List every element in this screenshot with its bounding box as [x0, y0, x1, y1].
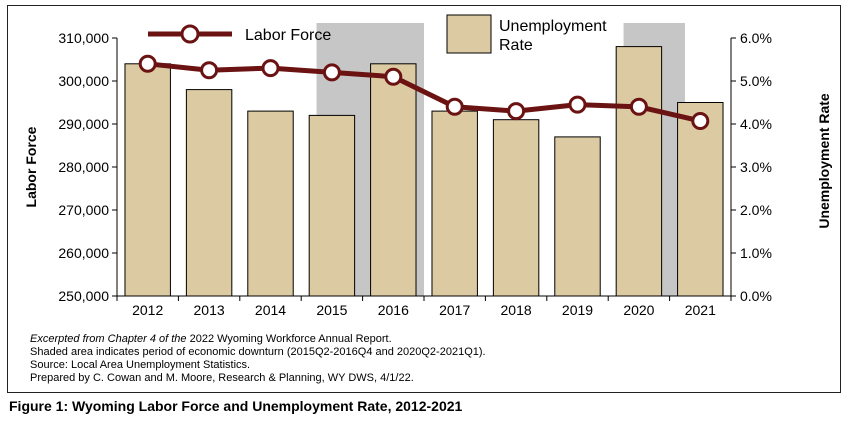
labor-force-point-2015 — [322, 63, 341, 82]
right-axis-label: Unemployment Rate — [816, 93, 832, 229]
x-tick-label-2018: 2018 — [501, 302, 532, 318]
note-excerpt-rest: 2022 Wyoming Workforce Annual Report. — [186, 333, 392, 345]
bar-2017 — [431, 110, 478, 297]
labor-force-point-2013 — [200, 61, 219, 80]
bar-2016 — [370, 63, 417, 297]
right-tick-label: 2.0% — [740, 202, 772, 218]
legend-line-marker — [180, 24, 200, 44]
labor-force-point-2021 — [691, 111, 710, 130]
note-excerpt-italic: Excerpted from Chapter 4 of the — [30, 333, 187, 345]
right-tick-label: 6.0% — [740, 30, 772, 46]
labor-force-line — [147, 61, 701, 124]
right-tick-label: 3.0% — [740, 159, 772, 175]
labor-force-point-2020 — [629, 97, 648, 116]
legend-bar-label-line2: Rate — [499, 37, 533, 54]
bar-2014 — [247, 110, 294, 297]
note-shaded: Shaded area indicates period of economic… — [30, 346, 486, 358]
bar-2013 — [185, 89, 233, 297]
x-tick-label-2013: 2013 — [194, 302, 225, 318]
left-tick-label: 270,000 — [58, 202, 109, 218]
left-axis-label: Labor Force — [23, 126, 39, 207]
left-tick-label: 310,000 — [58, 30, 109, 46]
right-tick-label: 1.0% — [740, 245, 772, 261]
figure-caption: Figure 1: Wyoming Labor Force and Unempl… — [9, 398, 463, 414]
right-tick-label: 4.0% — [740, 116, 772, 132]
left-tick-label: 260,000 — [58, 245, 109, 261]
right-tick-label: 0.0% — [740, 288, 772, 304]
left-tick-label: 290,000 — [58, 116, 109, 132]
labor-force-point-2018 — [507, 102, 526, 121]
x-tick-label-2019: 2019 — [562, 302, 593, 318]
legend-bar-swatch — [446, 14, 492, 54]
left-tick-label: 280,000 — [58, 159, 109, 175]
chart-notes: Excerpted from Chapter 4 of the 2022 Wyo… — [30, 333, 486, 385]
bar-2021 — [677, 102, 724, 297]
x-tick-label-2015: 2015 — [316, 302, 347, 318]
labor-force-point-2019 — [568, 95, 587, 114]
bar-2019 — [554, 136, 601, 297]
x-tick-label-2017: 2017 — [439, 302, 470, 318]
labor-force-point-2017 — [445, 97, 464, 116]
legend-bar-label-line1: Unemployment — [499, 18, 607, 35]
labor-force-point-2014 — [261, 59, 280, 78]
note-excerpt: Excerpted from Chapter 4 of the 2022 Wyo… — [30, 333, 486, 346]
x-tick-label-2014: 2014 — [255, 302, 286, 318]
bar-2012 — [124, 63, 171, 297]
labor-force-point-2016 — [384, 67, 403, 86]
x-tick-label-2016: 2016 — [378, 302, 409, 318]
legend-line-label: Labor Force — [245, 27, 331, 44]
left-tick-label: 250,000 — [58, 288, 109, 304]
note-source: Source: Local Area Unemployment Statisti… — [30, 359, 251, 371]
x-tick-label-2012: 2012 — [132, 302, 163, 318]
bar-2020 — [615, 46, 663, 297]
x-tick-label-2020: 2020 — [623, 302, 654, 318]
bar-2015 — [308, 114, 356, 297]
note-prepared: Prepared by C. Cowan and M. Moore, Resea… — [30, 372, 414, 384]
bar-2018 — [492, 119, 540, 297]
right-tick-label: 5.0% — [740, 73, 772, 89]
left-tick-label: 300,000 — [58, 73, 109, 89]
x-tick-label-2021: 2021 — [685, 302, 716, 318]
labor-force-point-2012 — [138, 54, 157, 73]
